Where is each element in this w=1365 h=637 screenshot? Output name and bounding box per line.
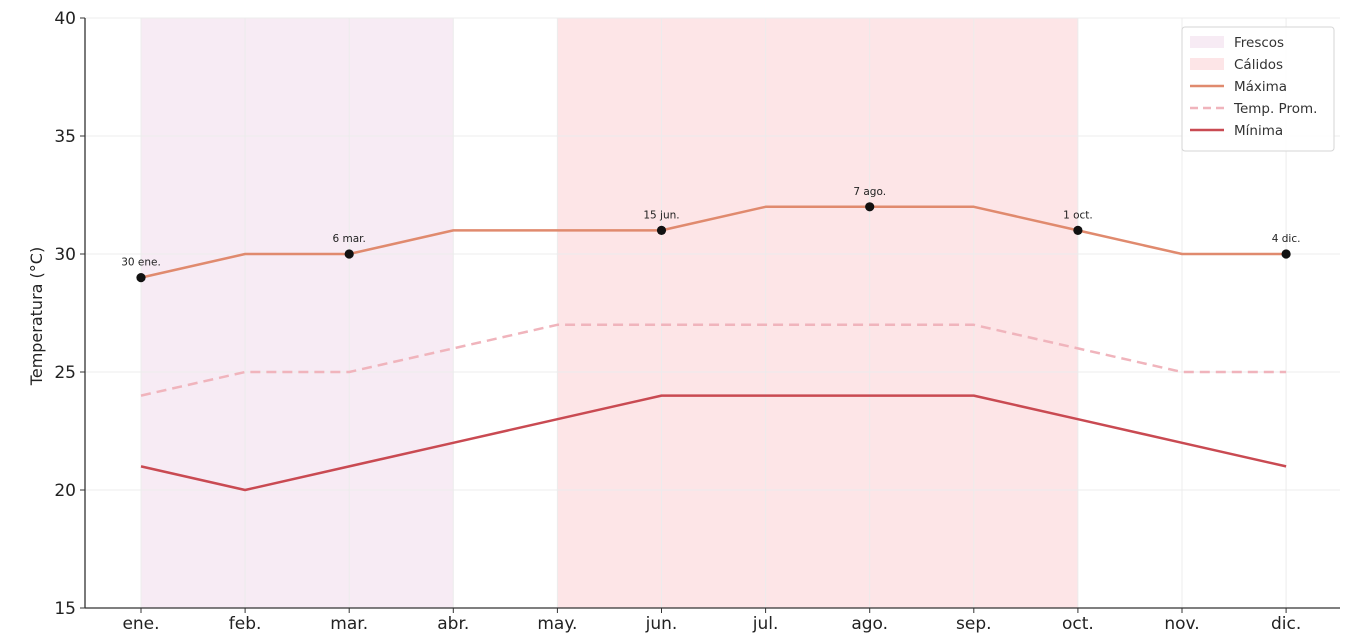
annotation-point <box>656 225 667 235</box>
y-tick-label: 35 <box>54 127 76 147</box>
legend-label: Temp. Prom. <box>1233 101 1317 117</box>
series-line-2 <box>140 394 1287 492</box>
annotation-label: 4 dic. <box>1272 233 1301 245</box>
x-tick-label: ago. <box>851 614 888 634</box>
season-band-0 <box>141 18 454 608</box>
x-tick-label: feb. <box>229 614 262 634</box>
x-tick-label: sep. <box>956 614 992 634</box>
y-tick-label: 25 <box>54 363 76 383</box>
legend-label: Cálidos <box>1234 57 1283 73</box>
y-axis-label: Temperatura (°C) <box>27 247 46 386</box>
annotation-points: 30 ene. 6 mar. 15 jun. 7 ago. 1 oct. 4 dic. <box>121 186 1301 283</box>
annotation-label: 30 ene. <box>121 257 161 269</box>
annotation-point <box>865 202 875 212</box>
legend: Frescos Cálidos Máxima Temp. Prom. Mínima <box>1181 26 1335 152</box>
x-tick-label: dic. <box>1271 614 1301 634</box>
y-tick-label: 20 <box>54 481 76 501</box>
x-tick-label: abr. <box>437 614 469 634</box>
annotation-label: 6 mar. <box>333 233 366 245</box>
legend-label: Mínima <box>1234 123 1283 139</box>
x-tick-label: oct. <box>1062 614 1094 634</box>
axes: 15 20 25 30 35 40 ene. feb. mar. abr. may. jun. jul.… <box>54 9 1340 634</box>
legend-swatch-band <box>1190 58 1224 70</box>
series-line-0 <box>140 205 1287 279</box>
series-line-1 <box>140 323 1287 397</box>
season-bands <box>141 18 1078 608</box>
annotation-point <box>344 249 354 259</box>
x-tick-label: ene. <box>122 614 159 634</box>
season-band-1 <box>557 18 1078 608</box>
annotation-point <box>1073 225 1083 235</box>
legend-swatch-band <box>1190 36 1224 48</box>
series-lines <box>140 205 1287 492</box>
y-tick-label: 40 <box>54 9 76 29</box>
y-tick-label: 30 <box>54 245 76 265</box>
legend-label: Máxima <box>1234 79 1287 95</box>
legend-label: Frescos <box>1234 35 1284 51</box>
x-tick-label: jul. <box>752 614 779 634</box>
x-tick-label: nov. <box>1164 614 1199 634</box>
annotation-label: 15 jun. <box>643 209 679 221</box>
y-tick-label: 15 <box>54 599 76 619</box>
grid <box>85 17 1340 609</box>
annotation-point <box>136 273 146 283</box>
x-tick-label: jun. <box>645 614 678 634</box>
x-tick-label: mar. <box>330 614 368 634</box>
annotation-point <box>1281 249 1291 259</box>
annotation-label: 7 ago. <box>853 186 886 198</box>
x-tick-label: may. <box>537 614 577 634</box>
annotation-label: 1 oct. <box>1063 209 1093 221</box>
